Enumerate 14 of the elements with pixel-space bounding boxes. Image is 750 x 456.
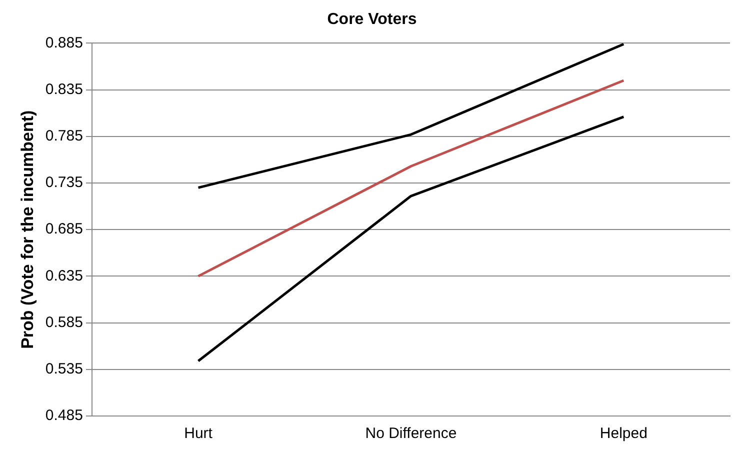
x-tick-label: Hurt — [184, 425, 214, 442]
y-tick-label: 0.885 — [45, 34, 83, 52]
y-tick-label: 0.785 — [45, 128, 83, 145]
y-axis-title: Prob (Vote for the incumbent) — [18, 110, 37, 349]
y-tick-label: 0.485 — [45, 407, 83, 424]
y-tick-label: 0.685 — [45, 220, 83, 238]
y-tick-label: 0.635 — [45, 267, 83, 284]
y-tick-label: 0.735 — [45, 174, 83, 192]
y-tick-label: 0.585 — [45, 314, 83, 331]
y-tick-label: 0.835 — [45, 80, 83, 98]
x-tick-label: No Difference — [365, 425, 457, 442]
x-tick-label: Helped — [600, 425, 648, 442]
y-tick-label: 0.535 — [45, 360, 83, 378]
chart-title: Core Voters — [327, 11, 417, 28]
